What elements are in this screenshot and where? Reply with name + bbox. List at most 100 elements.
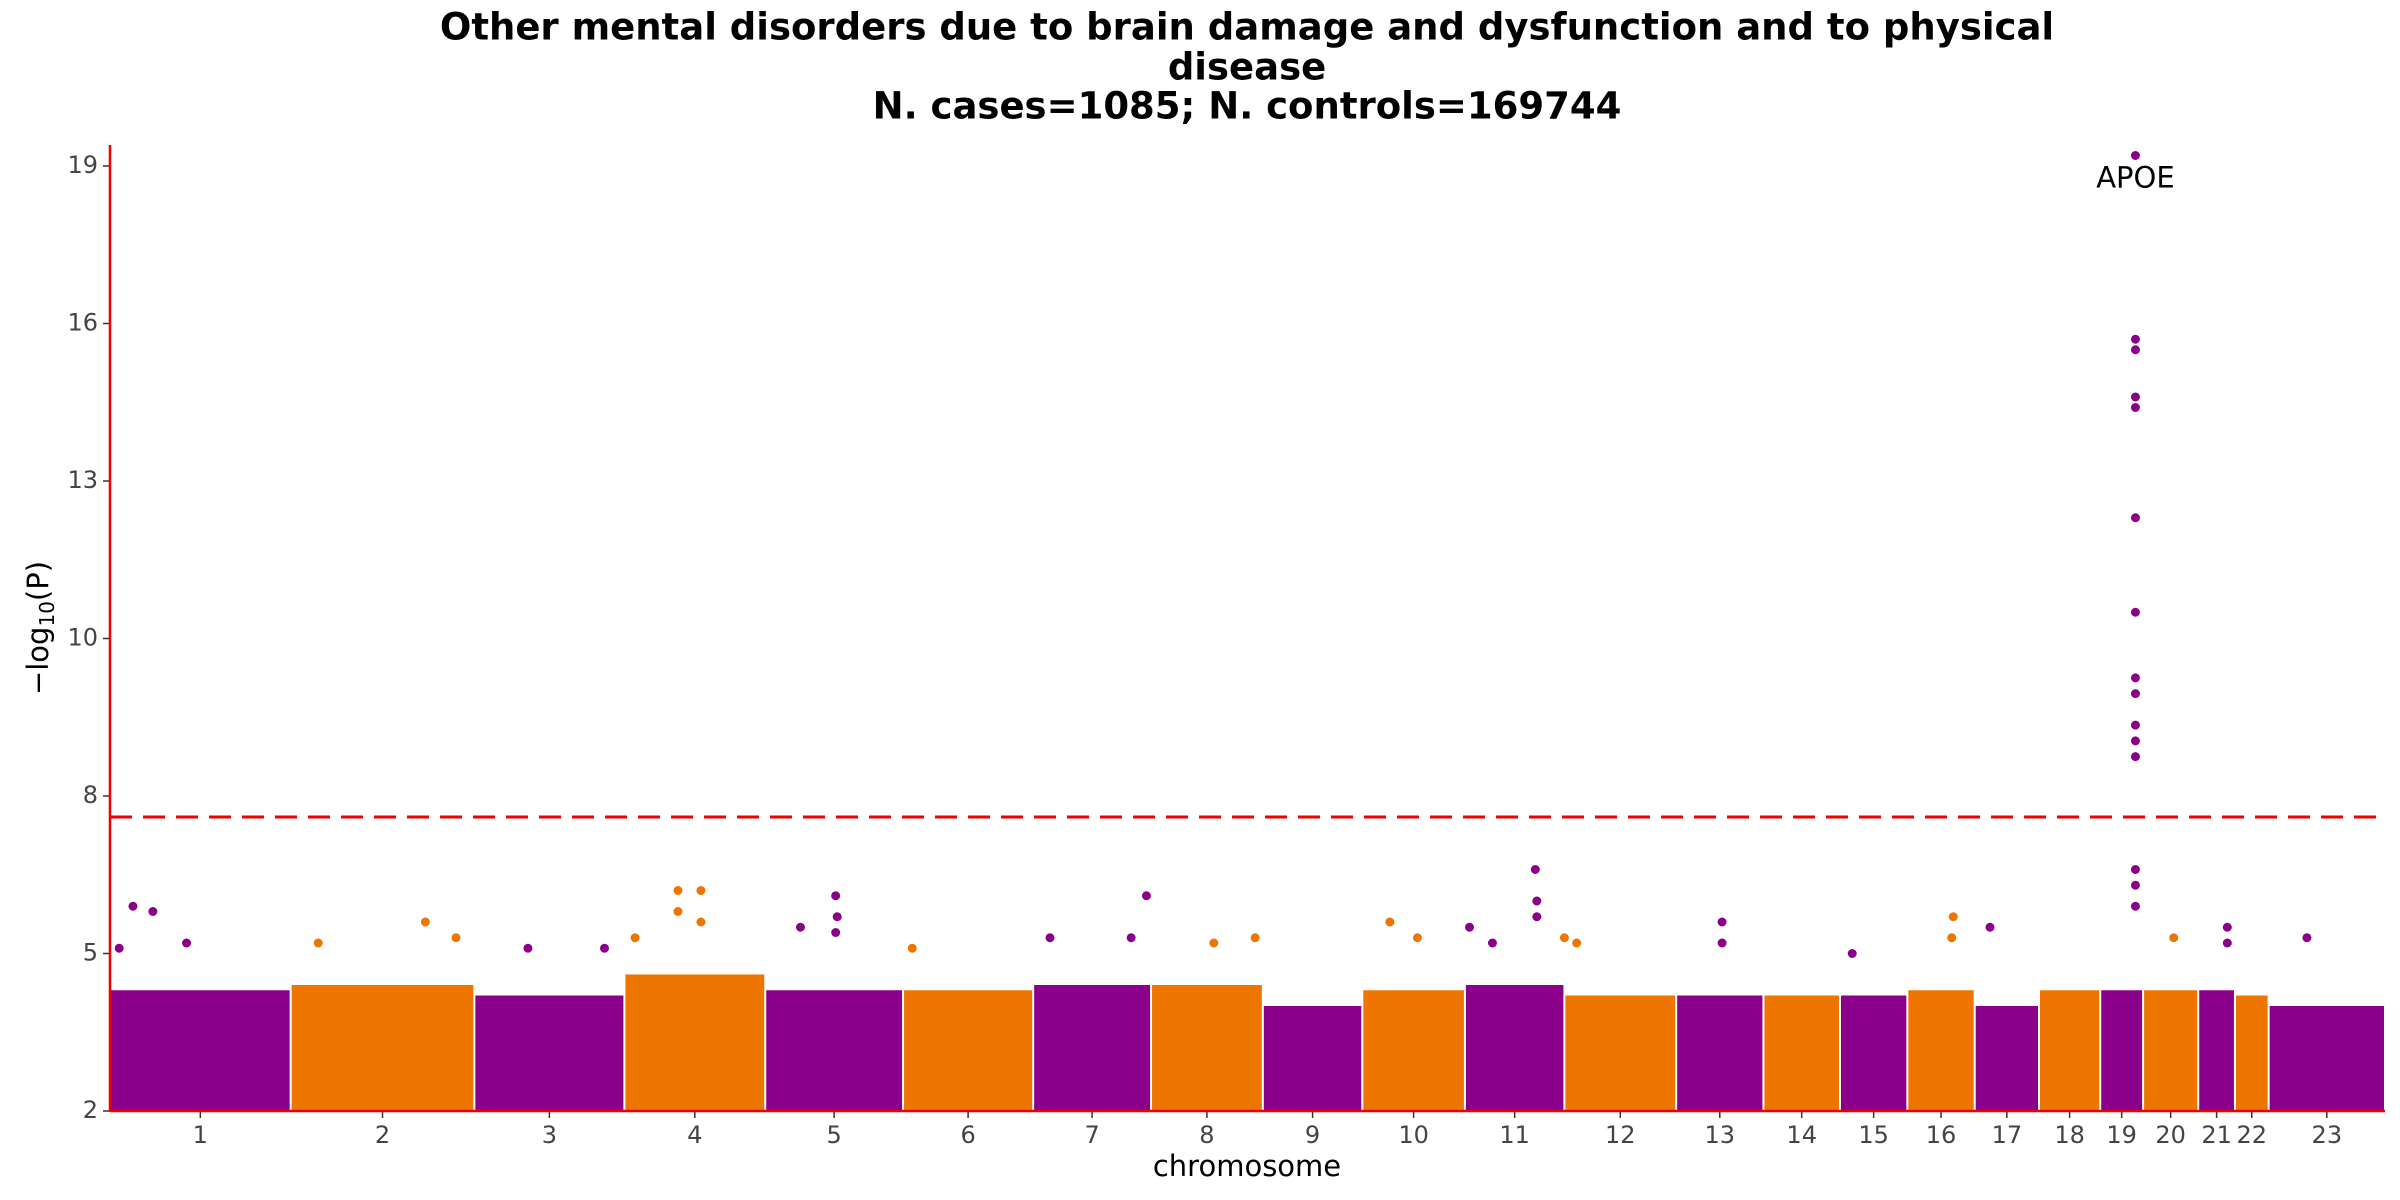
x-tick-label: 4 bbox=[687, 1121, 702, 1149]
x-tick-label: 13 bbox=[1705, 1121, 1736, 1149]
snp-point bbox=[831, 928, 841, 937]
y-tick-label: 8 bbox=[83, 781, 98, 809]
y-tick-label: 13 bbox=[67, 466, 98, 494]
snp-point bbox=[1717, 917, 1727, 927]
chromosome-bulk bbox=[1840, 995, 1907, 1111]
x-tick-label: 9 bbox=[1305, 1121, 1320, 1149]
snp-point bbox=[1487, 938, 1497, 948]
snp-point bbox=[1126, 933, 1136, 943]
snp-point bbox=[795, 922, 805, 932]
x-tick-label: 11 bbox=[1499, 1121, 1530, 1149]
chromosome-bulk bbox=[1263, 1006, 1362, 1111]
snp-point bbox=[2130, 151, 2140, 160]
snp-point bbox=[313, 938, 323, 948]
x-tick-label: 6 bbox=[960, 1121, 975, 1149]
snp-point bbox=[2169, 933, 2179, 943]
chromosome-bulk bbox=[904, 990, 1033, 1111]
x-tick-label: 12 bbox=[1605, 1121, 1636, 1149]
x-tick-label: 3 bbox=[542, 1121, 557, 1149]
chromosome-bulk bbox=[2101, 990, 2143, 1111]
snp-point bbox=[2302, 933, 2312, 943]
x-tick-label: 1 bbox=[193, 1121, 208, 1149]
snp-point bbox=[1532, 896, 1542, 906]
snp-point bbox=[1947, 933, 1957, 943]
chromosome-bulk bbox=[1465, 985, 1564, 1111]
annotation: APOE bbox=[2096, 161, 2174, 195]
chromosome-bulk bbox=[2269, 1006, 2384, 1111]
chromosome-bulk bbox=[2040, 990, 2100, 1111]
chromosome-bulk bbox=[2235, 995, 2268, 1111]
x-tick-label: 10 bbox=[1398, 1121, 1429, 1149]
chromosome-bulk bbox=[625, 974, 765, 1111]
x-tick-label: 2 bbox=[375, 1121, 390, 1149]
snp-point bbox=[2130, 689, 2140, 699]
snp-point bbox=[2130, 392, 2140, 402]
chromosome-bulk bbox=[1975, 1006, 2039, 1111]
chromosome-bulk bbox=[1764, 995, 1839, 1111]
snp-point bbox=[1045, 933, 1055, 943]
snp-point bbox=[2222, 938, 2232, 948]
snp-point bbox=[696, 886, 706, 895]
chromosome-bulk bbox=[2199, 990, 2234, 1111]
y-tick-label: 19 bbox=[67, 151, 98, 179]
snp-point bbox=[114, 943, 124, 953]
x-tick-label: 16 bbox=[1926, 1121, 1957, 1149]
snp-point bbox=[599, 943, 609, 953]
x-tick-label: 21 bbox=[2201, 1121, 2232, 1149]
chromosome-bulk bbox=[2144, 990, 2198, 1111]
chromosome-bulk bbox=[1152, 985, 1262, 1111]
x-tick-label: 15 bbox=[1858, 1121, 1889, 1149]
chromosome-bulk bbox=[291, 985, 474, 1111]
snp-point bbox=[420, 917, 430, 927]
snp-point bbox=[2130, 880, 2140, 890]
chromosome-bulk bbox=[1034, 985, 1151, 1111]
snp-point bbox=[907, 943, 917, 953]
snp-point bbox=[2130, 607, 2140, 617]
snp-point bbox=[673, 886, 683, 895]
snp-point bbox=[2130, 673, 2140, 683]
snp-point bbox=[2130, 345, 2140, 355]
snp-point bbox=[1572, 938, 1582, 948]
snp-point bbox=[1717, 938, 1727, 948]
snp-point bbox=[1385, 917, 1395, 927]
chart-title: disease bbox=[1168, 46, 1326, 89]
chart-title: N. cases=1085; N. controls=169744 bbox=[873, 85, 1622, 128]
snp-point bbox=[1530, 865, 1540, 874]
x-tick-label: 8 bbox=[1199, 1121, 1214, 1149]
snp-point bbox=[1532, 912, 1542, 922]
chromosome-bulk bbox=[766, 990, 903, 1111]
y-axis-label: −log10(P) bbox=[21, 561, 59, 695]
snp-point bbox=[2130, 334, 2140, 344]
y-tick-label: 2 bbox=[83, 1096, 98, 1124]
snp-point bbox=[1948, 912, 1958, 922]
snp-point bbox=[451, 933, 461, 943]
chromosome-bulk bbox=[475, 995, 624, 1111]
snp-point bbox=[2130, 513, 2140, 523]
y-label-sub: 10 bbox=[35, 601, 59, 626]
snp-point bbox=[2130, 720, 2140, 730]
snp-point bbox=[2130, 901, 2140, 911]
x-tick-label: 18 bbox=[2054, 1121, 2085, 1149]
chromosome-bulk bbox=[1908, 990, 1974, 1111]
snp-point bbox=[2130, 736, 2140, 746]
y-tick-label: 16 bbox=[67, 309, 98, 337]
y-tick-label: 10 bbox=[67, 624, 98, 652]
x-tick-label: 20 bbox=[2155, 1121, 2186, 1149]
snp-point bbox=[1985, 922, 1995, 932]
snp-point bbox=[2222, 922, 2232, 932]
x-tick-label: 14 bbox=[1786, 1121, 1817, 1149]
x-tick-label: 7 bbox=[1084, 1121, 1099, 1149]
x-tick-label: 19 bbox=[2106, 1121, 2137, 1149]
snp-point bbox=[2130, 865, 2140, 874]
x-tick-label: 23 bbox=[2312, 1121, 2343, 1149]
snp-point bbox=[2130, 403, 2140, 412]
chromosome-bulk bbox=[1565, 995, 1676, 1111]
chromosome-bulk bbox=[1363, 990, 1464, 1111]
chromosome-bulk bbox=[1677, 995, 1763, 1111]
snp-point bbox=[1412, 933, 1422, 943]
snp-point bbox=[523, 943, 533, 953]
snp-point bbox=[1847, 949, 1857, 958]
chromosome-bulk bbox=[111, 990, 290, 1111]
y-tick-label: 5 bbox=[83, 939, 98, 967]
